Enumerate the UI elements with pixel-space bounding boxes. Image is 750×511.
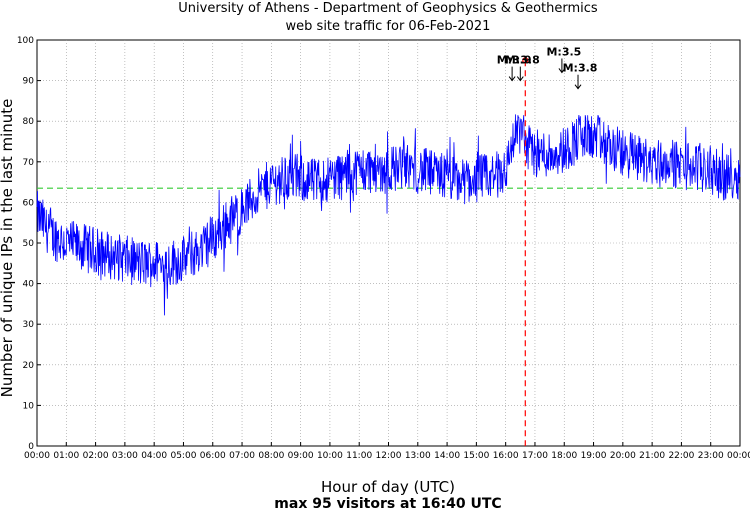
chart-title: University of Athens - Department of Geo… bbox=[178, 1, 598, 16]
x-tick-label: 21:00 bbox=[639, 451, 665, 461]
x-tick-label: 22:00 bbox=[668, 451, 694, 461]
x-tick-label: 16:00 bbox=[493, 451, 519, 461]
annotation-label: M:3.8 bbox=[563, 62, 598, 75]
earthquake-annotation: M:3.9 bbox=[497, 54, 532, 82]
x-tick-label: 15:00 bbox=[463, 451, 489, 461]
annotation-label: M:3.5 bbox=[546, 45, 581, 58]
annotation-arrowhead bbox=[508, 76, 516, 82]
x-tick-label: 11:00 bbox=[346, 451, 372, 461]
x-axis-ticks: 00:00 01:00 02:00 03:00 04:00 05:00 06:00 07:00… bbox=[24, 442, 750, 461]
series-line bbox=[36, 114, 741, 316]
y-tick-label: 80 bbox=[23, 117, 35, 127]
max-visitors-caption: max 95 visitors at 16:40 UTC bbox=[274, 496, 501, 511]
x-tick-label: 01:00 bbox=[53, 451, 79, 461]
y-axis-label: Number of unique IPs in the last minute bbox=[0, 99, 16, 398]
x-tick-label: 08:00 bbox=[258, 451, 284, 461]
y-tick-label: 40 bbox=[23, 280, 35, 290]
x-tick-label: 19:00 bbox=[581, 451, 607, 461]
x-tick-label: 09:00 bbox=[288, 451, 314, 461]
x-tick-label: 04:00 bbox=[141, 451, 167, 461]
earthquake-annotation: M:3.5 bbox=[546, 45, 581, 74]
x-tick-label: 00:00 bbox=[24, 451, 50, 461]
x-tick-label: 00:00 bbox=[727, 451, 750, 461]
y-tick-label: 10 bbox=[23, 401, 35, 411]
max-point-marker bbox=[522, 57, 529, 64]
grid bbox=[37, 40, 740, 446]
y-tick-label: 70 bbox=[23, 158, 35, 168]
x-tick-label: 03:00 bbox=[112, 451, 138, 461]
x-tick-label: 07:00 bbox=[229, 451, 255, 461]
earthquake-annotation: M:3.8 bbox=[563, 62, 598, 90]
y-tick-label: 60 bbox=[23, 198, 35, 208]
earthquake-annotation: M:3.8 bbox=[505, 54, 540, 82]
y-tick-label: 0 bbox=[28, 442, 34, 452]
x-tick-label: 13:00 bbox=[405, 451, 431, 461]
annotation-arrowhead bbox=[516, 76, 524, 82]
y-tick-label: 100 bbox=[17, 36, 34, 46]
x-tick-label: 14:00 bbox=[434, 451, 460, 461]
x-tick-label: 10:00 bbox=[317, 451, 343, 461]
x-tick-label: 23:00 bbox=[698, 451, 724, 461]
x-tick-label: 20:00 bbox=[610, 451, 636, 461]
x-tick-label: 12:00 bbox=[376, 451, 402, 461]
y-tick-label: 20 bbox=[23, 361, 35, 371]
annotation-label: M:3.8 bbox=[505, 54, 540, 67]
x-axis-label: Hour of day (UTC) bbox=[321, 478, 455, 496]
annotation-arrowhead bbox=[558, 68, 566, 74]
chart-subtitle: web site traffic for 06-Feb-2021 bbox=[286, 19, 491, 34]
y-tick-label: 90 bbox=[23, 77, 35, 87]
annotation-arrowhead bbox=[574, 84, 582, 90]
x-tick-label: 02:00 bbox=[83, 451, 109, 461]
x-tick-label: 18:00 bbox=[551, 451, 577, 461]
annotation-label: M:3.9 bbox=[497, 54, 532, 67]
earthquake-annotations: M:3.9M:3.8M:3.5M:3.8 bbox=[497, 45, 598, 90]
x-tick-label: 06:00 bbox=[200, 451, 226, 461]
y-tick-label: 30 bbox=[23, 320, 35, 330]
x-tick-label: 05:00 bbox=[170, 451, 196, 461]
y-axis-ticks: 0 10 20 30 40 50 60 70 80 90 100 bbox=[17, 36, 41, 452]
y-tick-label: 50 bbox=[23, 239, 35, 249]
x-tick-label: 17:00 bbox=[522, 451, 548, 461]
